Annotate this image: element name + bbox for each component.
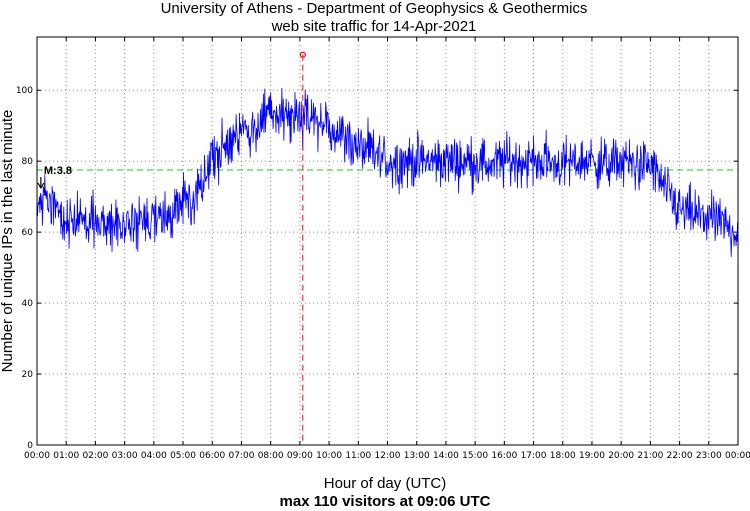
y-axis-label: Number of unique IPs in the last minute xyxy=(0,110,16,373)
x-tick-label: 18:00 xyxy=(550,451,576,461)
earthquake-label: M:3.8 xyxy=(44,165,72,177)
x-tick-label: 06:00 xyxy=(199,451,225,461)
x-tick-label: 05:00 xyxy=(170,451,196,461)
y-tick-label: 20 xyxy=(22,370,34,380)
x-tick-label: 20:00 xyxy=(608,451,634,461)
x-tick-label: 13:00 xyxy=(404,451,430,461)
x-tick-label: 10:00 xyxy=(316,451,342,461)
x-tick-label: 23:00 xyxy=(696,451,722,461)
x-tick-label: 02:00 xyxy=(82,451,108,461)
max-visitors-caption: max 110 visitors at 09:06 UTC xyxy=(280,493,491,510)
earthquake-arrow-icon xyxy=(37,182,45,190)
x-tick-label: 12:00 xyxy=(375,451,401,461)
x-tick-label: 08:00 xyxy=(258,451,284,461)
x-tick-label: 04:00 xyxy=(141,451,167,461)
x-tick-label: 21:00 xyxy=(637,451,663,461)
x-tick-label: 14:00 xyxy=(433,451,459,461)
y-tick-label: 0 xyxy=(27,441,33,451)
x-tick-label: 11:00 xyxy=(345,451,371,461)
x-tick-label: 07:00 xyxy=(228,451,254,461)
grid xyxy=(37,37,738,445)
x-tick-label: 00:00 xyxy=(24,451,50,461)
annotation-group: M:3.8 xyxy=(37,165,72,190)
series-group xyxy=(36,87,739,257)
x-axis-label: Hour of day (UTC) xyxy=(324,475,447,492)
x-tick-label: 17:00 xyxy=(521,451,547,461)
peak-group xyxy=(299,51,306,445)
y-axis: 0 20 40 60 80 100 xyxy=(16,86,738,451)
x-tick-label: 22:00 xyxy=(667,451,693,461)
x-tick-label: 00:00 xyxy=(725,451,750,461)
peak-marker xyxy=(299,51,306,58)
y-tick-label: 40 xyxy=(22,299,34,309)
x-tick-label: 09:00 xyxy=(287,451,313,461)
x-tick-label: 19:00 xyxy=(579,451,605,461)
x-tick-label: 01:00 xyxy=(53,451,79,461)
x-tick-label: 15:00 xyxy=(462,451,488,461)
x-tick-label: 03:00 xyxy=(112,451,138,461)
y-tick-label: 60 xyxy=(22,228,34,238)
traffic-series-line xyxy=(36,87,739,257)
x-tick-label: 16:00 xyxy=(491,451,517,461)
chart-title: University of Athens - Department of Geo… xyxy=(161,0,588,17)
y-tick-label: 100 xyxy=(16,86,33,96)
x-axis: 00:00 01:00 02:00 03:00 04:00 05:00 06:00 07:00… xyxy=(24,37,750,461)
chart-subtitle: web site traffic for 14-Apr-2021 xyxy=(271,18,477,35)
y-tick-label: 80 xyxy=(22,157,34,167)
